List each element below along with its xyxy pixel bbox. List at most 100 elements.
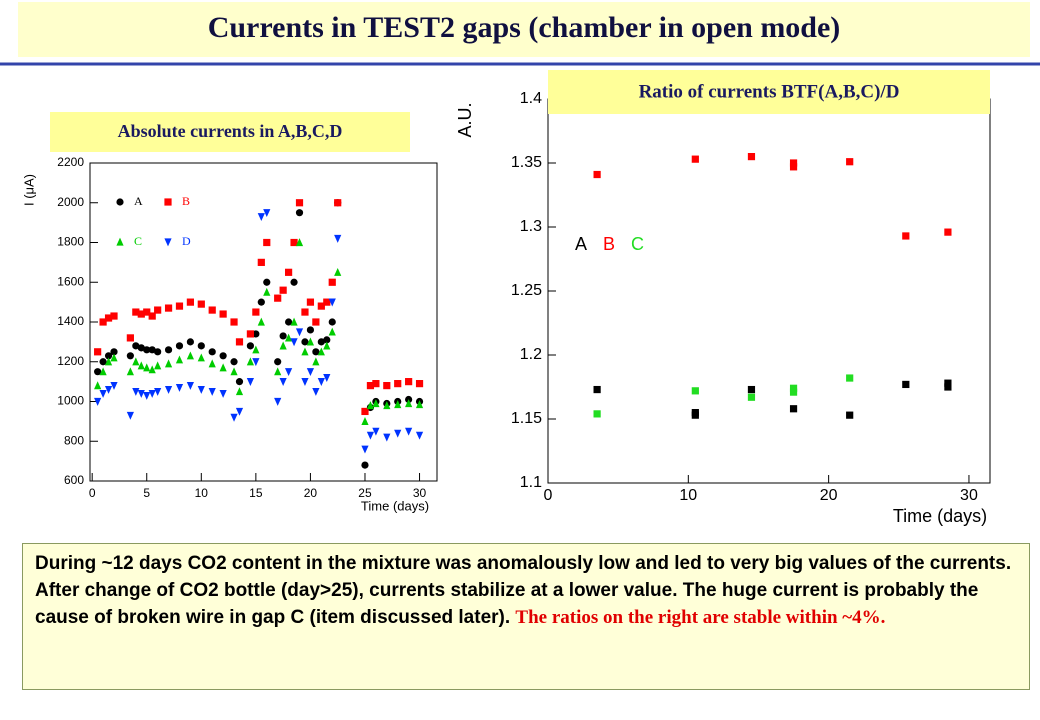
point (154, 361, 162, 370)
point (230, 318, 238, 326)
point (334, 267, 342, 276)
point (99, 389, 107, 398)
point (405, 378, 413, 386)
point (944, 228, 952, 236)
legend-label: D (182, 234, 191, 248)
legend-symbol (164, 238, 172, 247)
point (94, 397, 102, 406)
point (415, 431, 424, 440)
point (197, 300, 205, 308)
point (279, 286, 287, 294)
y-tick-label: 2200 (57, 155, 84, 169)
legend-symbol (164, 198, 172, 206)
point (208, 359, 216, 368)
point (263, 209, 271, 218)
point (154, 306, 162, 314)
point (110, 353, 118, 362)
point (132, 387, 140, 396)
point (301, 338, 309, 346)
point (301, 378, 309, 386)
point (186, 298, 194, 306)
x-tick-label: 15 (249, 486, 263, 500)
point (208, 348, 216, 356)
chart-title-box (50, 112, 410, 152)
point (257, 213, 265, 221)
caption-text: During ~12 days CO2 content in the mixtu… (35, 553, 1012, 628)
point (747, 393, 756, 401)
point (143, 346, 151, 354)
point (312, 318, 320, 326)
legend-label: C (631, 234, 644, 254)
point (94, 368, 102, 376)
point (944, 379, 952, 387)
point (148, 312, 156, 320)
y-tick-label: 600 (64, 473, 84, 487)
point (175, 302, 184, 310)
point (295, 209, 304, 217)
point (186, 382, 194, 390)
point (126, 411, 134, 420)
point (366, 401, 375, 410)
point (246, 342, 255, 350)
point (902, 380, 910, 389)
point (334, 199, 342, 207)
x-tick-label: 30 (413, 486, 427, 500)
point (252, 330, 260, 338)
point (175, 383, 184, 392)
point (290, 338, 298, 347)
point (257, 298, 265, 306)
point (137, 344, 145, 352)
point (323, 336, 331, 344)
x-tick-label: 20 (304, 486, 318, 500)
point (137, 310, 145, 318)
point (274, 294, 282, 302)
point (197, 385, 205, 394)
point (361, 417, 369, 425)
point (789, 384, 798, 392)
point (132, 342, 140, 350)
chart-title-box (548, 70, 990, 114)
point (219, 352, 227, 360)
point (279, 341, 287, 350)
point (593, 385, 601, 394)
point (110, 348, 118, 356)
slide-title: Currents in TEST2 gaps (chamber in open … (208, 11, 841, 44)
point (846, 158, 854, 166)
point (328, 298, 336, 307)
x-tick-label: 25 (358, 486, 372, 500)
point (284, 318, 293, 326)
point (104, 352, 113, 360)
point (306, 298, 315, 306)
plot-frame (547, 98, 991, 484)
y-axis-label: I (μA) (21, 174, 36, 206)
point (301, 347, 309, 356)
point (148, 346, 156, 354)
point (126, 334, 134, 342)
point (789, 388, 798, 396)
legend-label: C (134, 234, 142, 248)
x-axis-label: Time (days) (361, 498, 429, 513)
y-tick-label: 1000 (57, 394, 84, 408)
point (219, 389, 227, 398)
point (252, 358, 260, 367)
point (301, 308, 309, 316)
point (126, 367, 134, 376)
point (593, 170, 601, 179)
plot-frame (89, 162, 438, 482)
point (132, 308, 140, 316)
point (197, 342, 205, 350)
point (284, 268, 293, 276)
point (405, 427, 413, 436)
point (306, 368, 315, 377)
legend-symbol (116, 237, 124, 246)
point (290, 238, 298, 247)
point (148, 365, 156, 374)
y-tick-label: 1200 (57, 354, 84, 368)
y-tick-label: 1.4 (520, 90, 542, 107)
point (219, 363, 227, 372)
point (104, 357, 113, 366)
point (383, 382, 391, 390)
point (394, 400, 402, 409)
point (691, 411, 699, 419)
point (372, 380, 380, 388)
